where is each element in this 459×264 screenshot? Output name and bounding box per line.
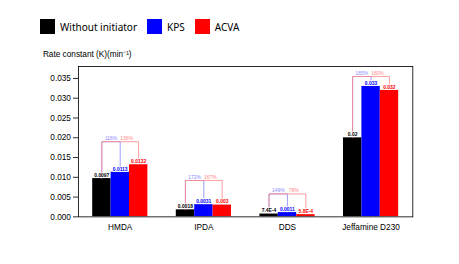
svg-text:136%: 136% bbox=[120, 136, 133, 141]
svg-text:0.025: 0.025 bbox=[50, 114, 71, 123]
svg-text:0.003: 0.003 bbox=[216, 199, 229, 204]
svg-text:116%: 116% bbox=[105, 136, 118, 141]
svg-text:0.0113: 0.0113 bbox=[113, 167, 128, 172]
svg-text:78%: 78% bbox=[289, 188, 299, 193]
svg-text:0.030: 0.030 bbox=[50, 94, 71, 103]
svg-text:Rate constant (K)(min⁻¹): Rate constant (K)(min⁻¹) bbox=[43, 50, 132, 59]
svg-text:0.005: 0.005 bbox=[50, 193, 71, 202]
svg-text:0.000: 0.000 bbox=[50, 212, 71, 221]
svg-text:149%: 149% bbox=[272, 188, 285, 193]
svg-text:167%: 167% bbox=[204, 175, 217, 180]
svg-text:172%: 172% bbox=[188, 175, 201, 180]
html-text:ACVA: ACVA bbox=[214, 19, 240, 34]
svg-text:0.0031: 0.0031 bbox=[196, 199, 211, 204]
svg-text:0.02: 0.02 bbox=[348, 132, 358, 137]
svg-text:0.033: 0.033 bbox=[365, 81, 378, 86]
svg-text:0.0097: 0.0097 bbox=[94, 173, 109, 178]
svg-text:0.010: 0.010 bbox=[50, 173, 71, 182]
svg-text:Jeffamine D230: Jeffamine D230 bbox=[342, 223, 400, 232]
svg-text:0.0132: 0.0132 bbox=[131, 159, 146, 164]
svg-text:0.032: 0.032 bbox=[383, 85, 396, 90]
svg-text:0.035: 0.035 bbox=[50, 74, 71, 83]
svg-text:0.0011: 0.0011 bbox=[280, 207, 295, 212]
svg-text:0.0018: 0.0018 bbox=[178, 204, 193, 209]
svg-text:0.020: 0.020 bbox=[50, 133, 71, 142]
svg-text:160%: 160% bbox=[371, 71, 384, 76]
svg-text:165%: 165% bbox=[355, 71, 368, 76]
html-text:Without initiator: Without initiator bbox=[60, 19, 137, 34]
svg-text:7.4E-4: 7.4E-4 bbox=[262, 208, 277, 213]
svg-text:5.8E-4: 5.8E-4 bbox=[299, 209, 314, 214]
svg-text:0.015: 0.015 bbox=[50, 153, 71, 162]
svg-text:DDS: DDS bbox=[279, 223, 297, 232]
html-text:KPS: KPS bbox=[167, 19, 185, 34]
svg-text:IPDA: IPDA bbox=[194, 223, 214, 232]
svg-text:HMDA: HMDA bbox=[108, 223, 133, 232]
